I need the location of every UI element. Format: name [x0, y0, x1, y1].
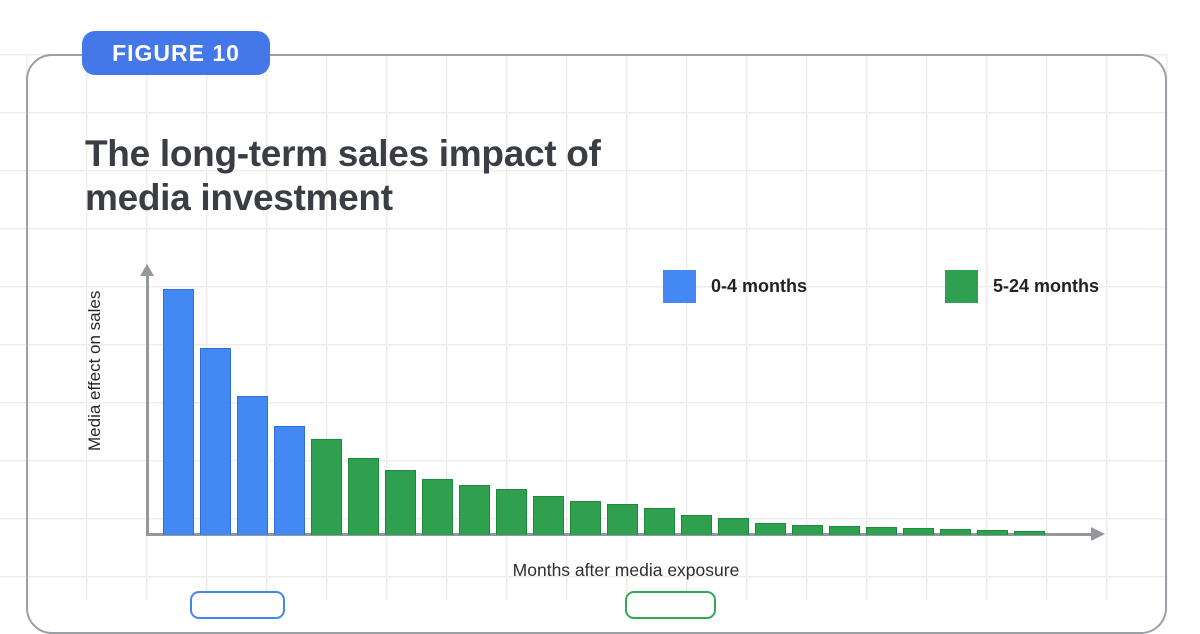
bar-month-3 [237, 396, 268, 535]
y-axis-label: Media effect on sales [85, 290, 104, 452]
bar-month-18 [792, 524, 823, 535]
bar-month-7 [385, 470, 416, 535]
bar-month-19 [829, 526, 860, 535]
bar-month-10 [496, 489, 527, 535]
legend-label-0-4-months: 0-4 months [711, 276, 808, 296]
y-axis-arrow-icon [140, 264, 154, 276]
figure-badge: FIGURE 10 [82, 31, 270, 75]
bar-month-8 [422, 478, 453, 535]
legend-swatch-blue-icon [663, 270, 696, 303]
bar-month-4 [274, 426, 305, 535]
bar-month-1 [163, 289, 194, 535]
y-axis-line [146, 276, 149, 535]
legend-label-5-24-months: 5-24 months [993, 276, 1100, 296]
x-axis-arrow-icon [1091, 527, 1105, 541]
legend-item-5-24-months: 5-24 months [945, 270, 1099, 303]
bar-month-24 [1014, 531, 1045, 535]
chart-title-line1: The long-term sales impact of [85, 133, 601, 174]
chart-title: The long-term sales impact of media inve… [85, 132, 845, 221]
bar-month-22 [940, 529, 971, 535]
bar-month-6 [348, 457, 379, 535]
x-axis-label: Months after media exposure [512, 560, 740, 580]
bar-month-15 [681, 514, 712, 535]
bar-month-13 [607, 504, 638, 535]
bar-month-11 [533, 495, 564, 535]
bottom-pill-green-button[interactable] [625, 591, 716, 619]
figure-badge-label: FIGURE 10 [112, 39, 240, 66]
legend-swatch-green-icon [945, 270, 978, 303]
bar-month-9 [459, 485, 490, 535]
bar-month-2 [200, 348, 231, 535]
bar-month-12 [570, 500, 601, 535]
bar-month-17 [755, 522, 786, 535]
bottom-pill-blue-button[interactable] [190, 591, 285, 619]
bar-month-21 [903, 528, 934, 535]
bar-chart-plot-area [163, 287, 1053, 535]
bar-month-5 [311, 439, 342, 535]
bar-month-20 [866, 527, 897, 535]
bar-month-14 [644, 507, 675, 535]
legend-item-0-4-months: 0-4 months [663, 270, 807, 303]
bar-month-16 [718, 518, 749, 535]
chart-title-line2: media investment [85, 177, 393, 219]
bar-month-23 [977, 530, 1008, 535]
